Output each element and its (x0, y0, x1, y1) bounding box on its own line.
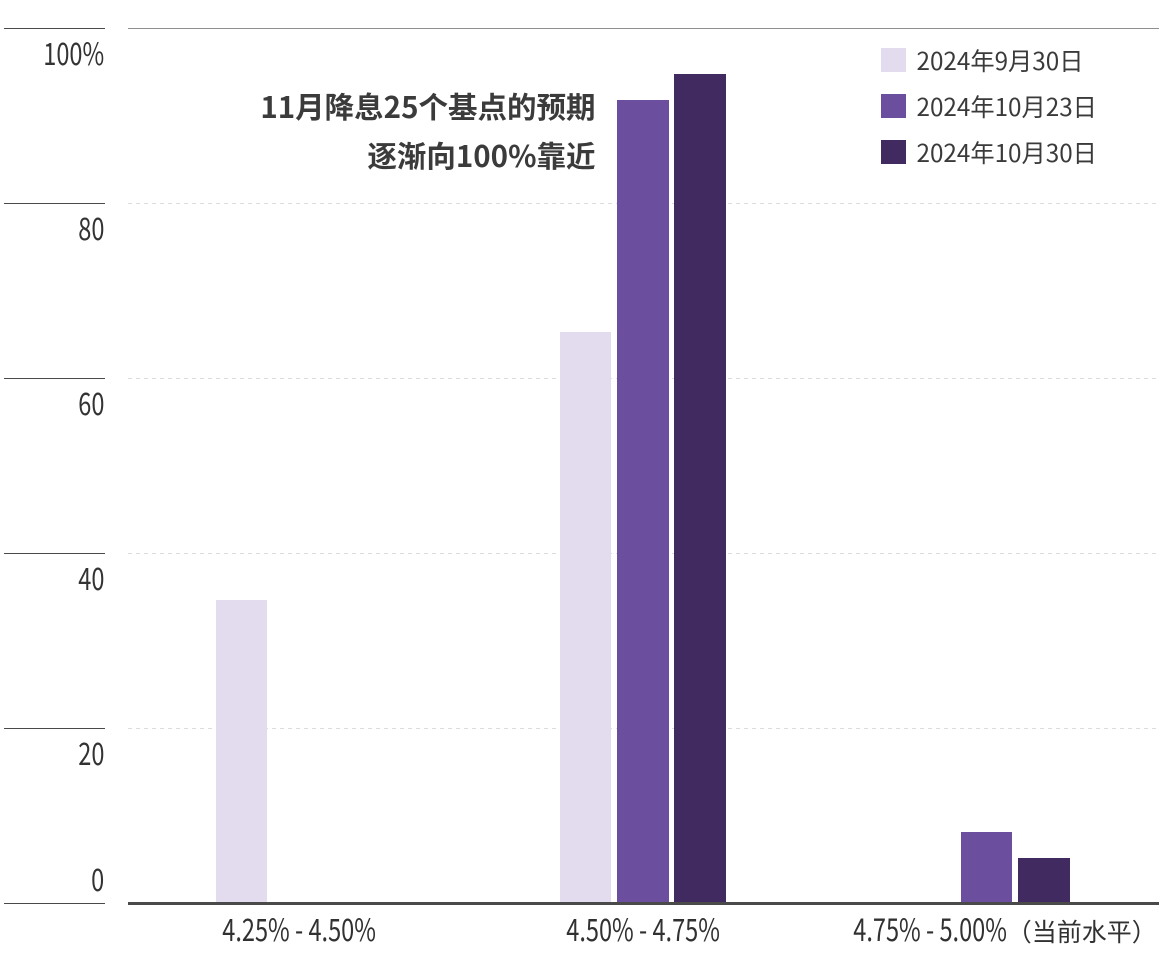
y-tick-label-text: 100% (43, 29, 105, 75)
x-category-label-suffix: （当前水平） (1006, 913, 1157, 950)
annotation-line-1: 11月降息25个基点的预期 (260, 85, 596, 127)
x-category-label-1: 4.25% - 4.50% (0, 912, 599, 943)
bar-series3-group2 (674, 74, 726, 904)
bar-series1-group2 (559, 332, 612, 904)
x-category-label-text: 4.25% - 4.50% (221, 905, 376, 951)
bar-series3-group3 (1018, 858, 1070, 904)
y-tick-line-20 (4, 727, 105, 730)
y-tick-label-text: 20 (78, 729, 105, 775)
legend-swatch-2 (880, 93, 906, 118)
y-tick-line-0 (4, 902, 105, 905)
bar-series2-group3 (960, 831, 1013, 904)
legend-item-2: 2024年10月23日 (880, 88, 1097, 123)
y-tick-label-60: 60 (70, 386, 104, 417)
y-tick-label-text: 80 (78, 204, 105, 250)
annotation-line-2: 逐渐向100%靠近 (367, 134, 596, 176)
legend-swatch-3 (880, 139, 906, 164)
legend-item-1: 2024年9月30日 (880, 42, 1084, 77)
legend-item-3: 2024年10月30日 (880, 134, 1097, 169)
y-tick-label-20: 20 (70, 736, 104, 767)
y-tick-label-text: 40 (78, 554, 105, 600)
y-tick-label-text: 60 (78, 379, 105, 425)
y-tick-line-40 (4, 552, 105, 555)
y-tick-line-80 (4, 202, 105, 205)
legend-swatch-1 (880, 47, 906, 72)
x-axis-line (127, 902, 1159, 905)
y-tick-line-60 (4, 377, 105, 380)
x-category-label-text: 4.50% - 4.75% (565, 905, 720, 951)
y-tick-label-40: 40 (70, 561, 104, 592)
x-category-label-3: 4.75% - 5.00%（当前水平） (705, 912, 1168, 947)
y-tick-label-100: 100% (24, 29, 105, 75)
gridline-100 (127, 28, 1159, 30)
bar-series2-group2 (617, 100, 669, 904)
y-tick-label-0: 0 (87, 862, 104, 893)
x-category-label-2: 4.50% - 4.75% (343, 912, 943, 943)
legend-label-1: 2024年9月30日 (916, 42, 1084, 77)
bar-series1-group1 (215, 600, 268, 904)
legend-label-3: 2024年10月30日 (916, 134, 1097, 169)
y-tick-label-text: 0 (91, 854, 105, 900)
y-tick-label-80: 80 (70, 211, 104, 242)
y-tick-line-100 (4, 27, 105, 30)
chart-annotation: 11月降息25个基点的预期 逐渐向100%靠近 (260, 82, 595, 180)
x-category-label-text: 4.75% - 5.00% (853, 905, 1007, 951)
legend-label-2: 2024年10月23日 (916, 88, 1097, 123)
